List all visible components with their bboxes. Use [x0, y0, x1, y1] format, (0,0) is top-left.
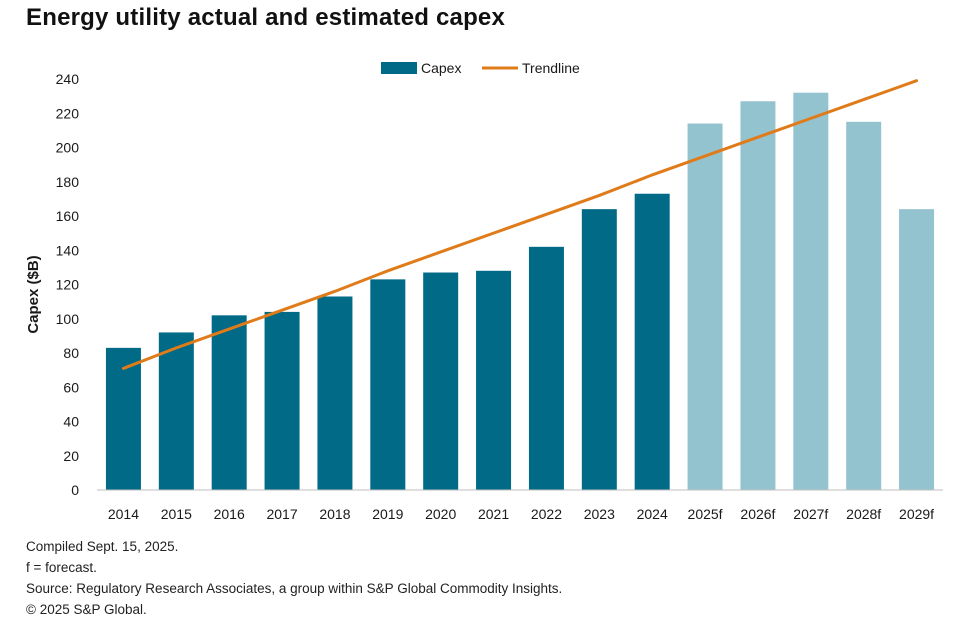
x-tick-label: 2028f	[846, 506, 881, 522]
x-axis: 2014 2015 2016 2017 2018 2019 2020 2021 2022 2023…	[97, 489, 943, 522]
x-tick-label: 2023	[584, 506, 615, 522]
bar-2017	[264, 311, 300, 490]
y-tick-label: 20	[63, 448, 79, 464]
bar-2015	[158, 332, 194, 490]
x-tick-label: 2022	[531, 506, 562, 522]
bar-2021	[476, 270, 512, 490]
note-copyright: © 2025 S&P Global.	[26, 602, 147, 617]
x-tick-label: 2021	[478, 506, 509, 522]
bar-2019	[370, 279, 406, 490]
bar-2020	[423, 272, 459, 490]
y-tick-label: 240	[56, 71, 80, 87]
legend: Capex Trendline	[381, 60, 580, 76]
bars	[105, 92, 935, 491]
x-tick-label: 2019	[372, 506, 403, 522]
y-tick-label: 160	[56, 208, 80, 224]
x-tick-label: 2027f	[793, 506, 828, 522]
y-axis-title: Capex ($B)	[25, 255, 42, 333]
y-tick-label: 60	[63, 379, 79, 395]
x-tick-label: 2014	[108, 506, 139, 522]
x-tick-label: 2025f	[688, 506, 723, 522]
trendline	[121, 79, 919, 370]
legend-capex-label: Capex	[421, 60, 461, 76]
bar-2023	[581, 209, 617, 490]
x-tick-label: 2016	[214, 506, 245, 522]
x-tick-label: 2015	[161, 506, 192, 522]
y-axis: 0 20 40 60 80 100 120 140 160 180 200 220 240 Capex (…	[25, 71, 79, 498]
x-tick-label: 2024	[637, 506, 668, 522]
bar-2026f	[740, 101, 776, 490]
legend-capex-swatch	[381, 62, 417, 74]
bar-2024	[634, 193, 670, 491]
x-tick-label: 2017	[266, 506, 297, 522]
bar-2016	[211, 315, 247, 490]
legend-trendline-label: Trendline	[522, 60, 580, 76]
x-tick-label: 2029f	[899, 506, 934, 522]
y-tick-label: 100	[56, 311, 80, 327]
y-tick-label: 220	[56, 105, 80, 121]
bar-2018	[317, 296, 353, 490]
bar-2027f	[793, 92, 829, 490]
trendline-path	[121, 79, 919, 370]
y-tick-label: 0	[71, 482, 79, 498]
capex-chart: Capex Trendline 0 20 40 60 80 100 120 140 160 180 2…	[25, 60, 943, 522]
note-source: Source: Regulatory Research Associates, …	[26, 581, 563, 596]
bar-2029f	[899, 209, 935, 490]
y-tick-label: 180	[56, 174, 80, 190]
y-tick-label: 140	[56, 242, 80, 258]
bar-2022	[528, 246, 564, 490]
note-forecast: f = forecast.	[26, 560, 97, 575]
y-tick-label: 200	[56, 140, 80, 156]
chart-notes: Compiled Sept. 15, 2025. f = forecast. S…	[26, 536, 562, 620]
bar-2028f	[846, 121, 882, 490]
y-tick-label: 120	[56, 277, 80, 293]
note-compiled: Compiled Sept. 15, 2025.	[26, 539, 179, 554]
x-tick-label: 2026f	[740, 506, 775, 522]
bar-2025f	[687, 123, 723, 491]
bar-2014	[105, 347, 141, 490]
x-tick-label: 2018	[319, 506, 350, 522]
y-tick-label: 40	[63, 414, 79, 430]
x-tick-label: 2020	[425, 506, 456, 522]
chart-title: Energy utility actual and estimated cape…	[26, 4, 506, 31]
y-tick-label: 80	[63, 345, 79, 361]
